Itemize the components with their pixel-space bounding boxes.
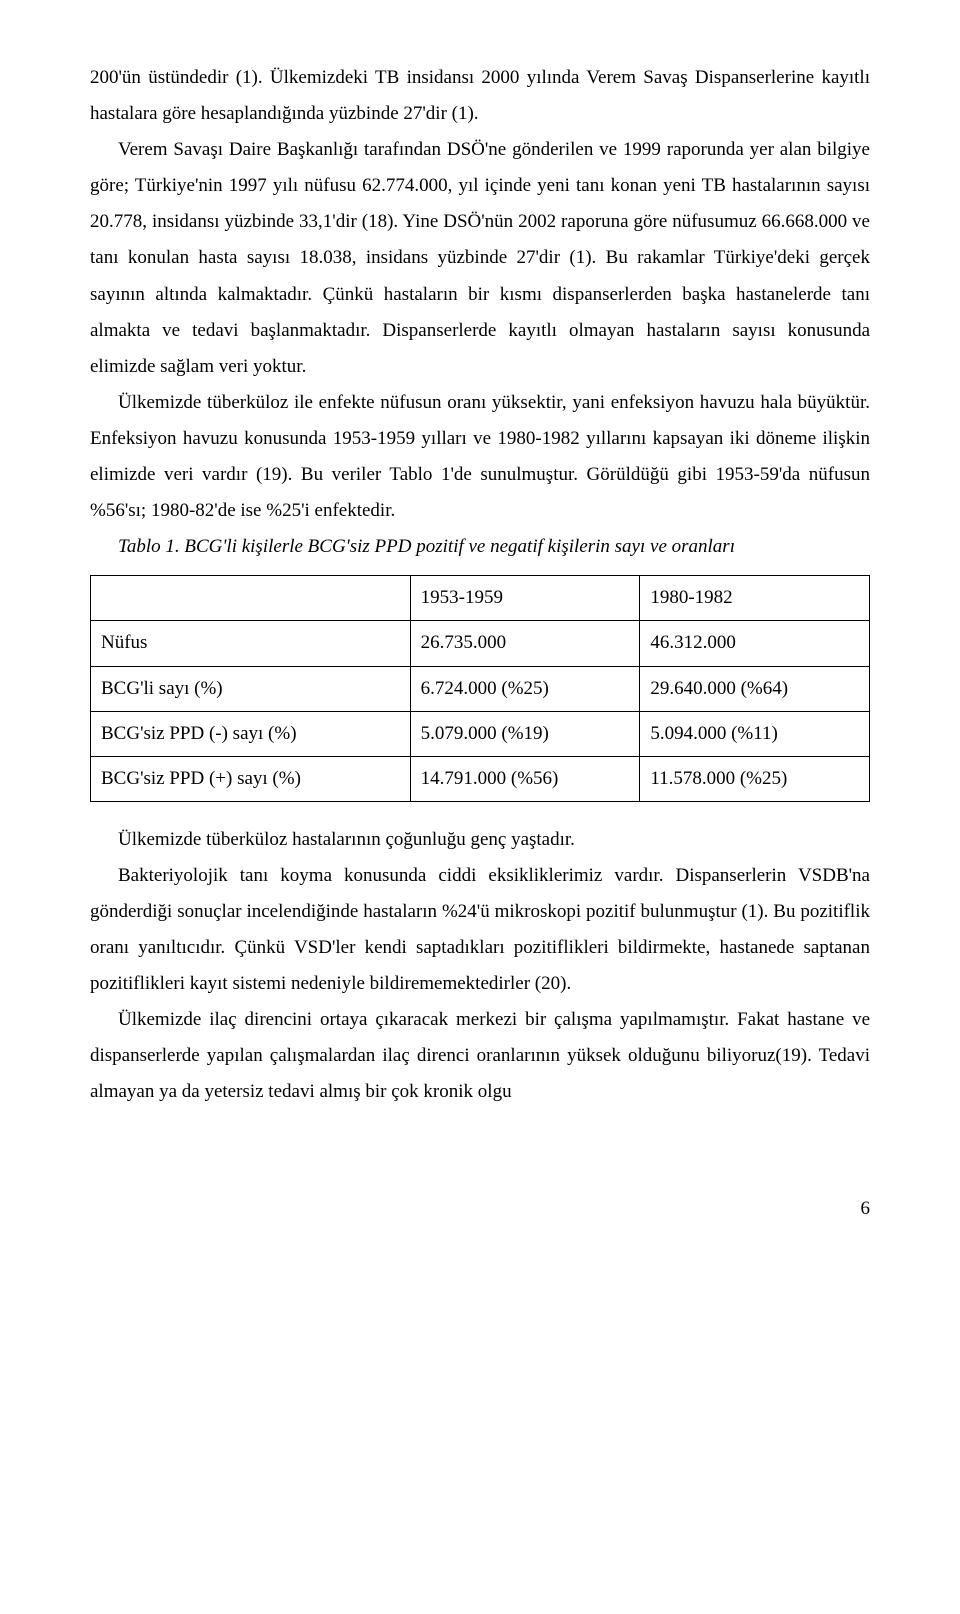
table-cell: BCG'li sayı (%) (91, 666, 411, 711)
table-cell: 5.094.000 (%11) (640, 711, 870, 756)
page-number: 6 (90, 1191, 870, 1227)
table-header-cell: 1980-1982 (640, 576, 870, 621)
paragraph-4: Ülkemizde tüberküloz hastalarının çoğunl… (90, 822, 870, 858)
table-header-row: 1953-1959 1980-1982 (91, 576, 870, 621)
table-row: BCG'siz PPD (+) sayı (%) 14.791.000 (%56… (91, 756, 870, 801)
table-cell: 14.791.000 (%56) (410, 756, 640, 801)
paragraph-3: Ülkemizde tüberküloz ile enfekte nüfusun… (90, 385, 870, 529)
table-caption: Tablo 1. BCG'li kişilerle BCG'siz PPD po… (90, 529, 870, 565)
table-header-cell (91, 576, 411, 621)
table-cell: 11.578.000 (%25) (640, 756, 870, 801)
table-cell: BCG'siz PPD (+) sayı (%) (91, 756, 411, 801)
paragraph-5: Bakteriyolojik tanı koyma konusunda cidd… (90, 858, 870, 1002)
paragraph-1: 200'ün üstündedir (1). Ülkemizdeki TB in… (90, 60, 870, 132)
table-cell: 46.312.000 (640, 621, 870, 666)
paragraph-2: Verem Savaşı Daire Başkanlığı tarafından… (90, 132, 870, 385)
table-row: BCG'siz PPD (-) sayı (%) 5.079.000 (%19)… (91, 711, 870, 756)
table-cell: BCG'siz PPD (-) sayı (%) (91, 711, 411, 756)
table-cell: 6.724.000 (%25) (410, 666, 640, 711)
table-cell: 29.640.000 (%64) (640, 666, 870, 711)
table-cell: Nüfus (91, 621, 411, 666)
table-row: BCG'li sayı (%) 6.724.000 (%25) 29.640.0… (91, 666, 870, 711)
table-row: Nüfus 26.735.000 46.312.000 (91, 621, 870, 666)
table-cell: 26.735.000 (410, 621, 640, 666)
table-cell: 5.079.000 (%19) (410, 711, 640, 756)
paragraph-6: Ülkemizde ilaç direncini ortaya çıkaraca… (90, 1002, 870, 1110)
table-header-cell: 1953-1959 (410, 576, 640, 621)
data-table: 1953-1959 1980-1982 Nüfus 26.735.000 46.… (90, 575, 870, 801)
